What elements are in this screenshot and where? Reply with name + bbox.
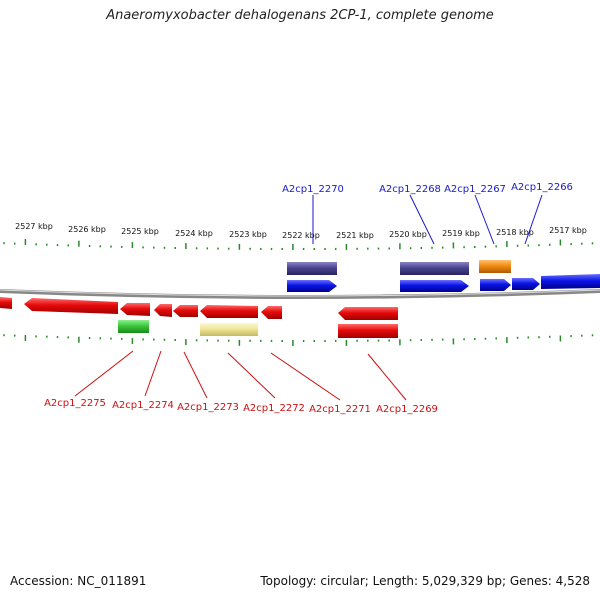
gene-label-a2cp1-2267[interactable]: A2cp1_2267 [444, 184, 506, 195]
leader-line-a2cp1-2274 [144, 350, 162, 397]
genome-stats-text: Topology: circular; Length: 5,029,329 bp… [260, 574, 590, 588]
gene-arrow-a2cp1-2270[interactable] [287, 280, 337, 292]
reverse-strand-features [0, 297, 398, 338]
leader-line-a2cp1-2272 [227, 352, 276, 399]
bottom-gene-labels [74, 350, 407, 401]
leader-line-a2cp1-2267 [474, 194, 495, 245]
tick-labels: 2527 kbp 2526 kbp 2525 kbp 2524 kbp 2523… [15, 222, 587, 240]
gene-arrow-a2cp1-2271[interactable] [200, 305, 258, 318]
leader-line-a2cp1-2275 [74, 350, 134, 397]
gene-arrow-unlabeled[interactable] [261, 306, 282, 319]
tick-label-2521: 2521 kbp [336, 231, 374, 240]
gene-arrow-a2cp1-2268[interactable] [400, 280, 469, 292]
gene-arrow-a2cp1-2274[interactable] [120, 303, 150, 316]
feature-yellow[interactable] [200, 323, 258, 336]
gene-label-a2cp1-2266[interactable]: A2cp1_2266 [511, 182, 573, 193]
genome-backbone [0, 289, 600, 299]
gene-arrow-a2cp1-2269[interactable] [338, 307, 398, 320]
feature-green[interactable] [118, 320, 149, 333]
tick-label-2519: 2519 kbp [442, 229, 480, 238]
gene-label-a2cp1-2275[interactable]: A2cp1_2275 [44, 398, 106, 409]
leader-line-a2cp1-2266 [524, 194, 543, 245]
gene-label-a2cp1-2270[interactable]: A2cp1_2270 [282, 184, 344, 195]
outer-tick-row [3, 239, 594, 250]
tick-label-2523: 2523 kbp [229, 230, 267, 239]
gene-arrow-next[interactable] [541, 274, 600, 289]
gene-label-a2cp1-2273[interactable]: A2cp1_2273 [177, 402, 239, 413]
leader-line-a2cp1-2271 [270, 352, 341, 401]
feature-purple-a2cp1-2270[interactable] [287, 262, 337, 275]
tick-label-2520: 2520 kbp [389, 230, 427, 239]
forward-strand-features [287, 260, 600, 292]
gene-label-a2cp1-2271[interactable]: A2cp1_2271 [309, 404, 371, 415]
gene-arrow-a2cp1-2272[interactable] [173, 305, 198, 317]
genome-backbone-highlight [0, 289, 600, 297]
tick-label-2518: 2518 kbp [496, 228, 534, 237]
gene-label-a2cp1-2272[interactable]: A2cp1_2272 [243, 403, 305, 414]
feature-red-box[interactable] [338, 324, 398, 338]
gene-arrow-edge-left[interactable] [0, 297, 12, 309]
gene-label-a2cp1-2274[interactable]: A2cp1_2274 [112, 400, 174, 411]
gene-arrow-a2cp1-2275[interactable] [24, 298, 118, 314]
leader-line-a2cp1-2268 [409, 194, 435, 245]
gene-arrow-a2cp1-2273[interactable] [154, 304, 172, 317]
gene-label-a2cp1-2268[interactable]: A2cp1_2268 [379, 184, 441, 195]
leader-line-a2cp1-2273 [183, 351, 208, 399]
tick-label-2522: 2522 kbp [282, 231, 320, 240]
map-title: Anaeromyxobacter dehalogenans 2CP-1, com… [106, 8, 494, 23]
gene-arrow-a2cp1-2266[interactable] [512, 278, 540, 290]
leader-line-a2cp1-2269 [367, 353, 407, 401]
feature-purple-a2cp1-2268[interactable] [400, 262, 469, 275]
tick-label-2525: 2525 kbp [121, 227, 159, 236]
tick-label-2526: 2526 kbp [68, 225, 106, 234]
feature-orange-a2cp1-2267[interactable] [479, 260, 511, 273]
top-gene-labels [312, 194, 543, 245]
tick-label-2527: 2527 kbp [15, 222, 53, 231]
gene-arrow-a2cp1-2267[interactable] [480, 279, 511, 291]
gene-label-a2cp1-2269[interactable]: A2cp1_2269 [376, 404, 438, 415]
accession-text: Accession: NC_011891 [10, 574, 147, 588]
tick-label-2524: 2524 kbp [175, 229, 213, 238]
inner-tick-row [3, 334, 594, 346]
tick-label-2517: 2517 kbp [549, 226, 587, 235]
